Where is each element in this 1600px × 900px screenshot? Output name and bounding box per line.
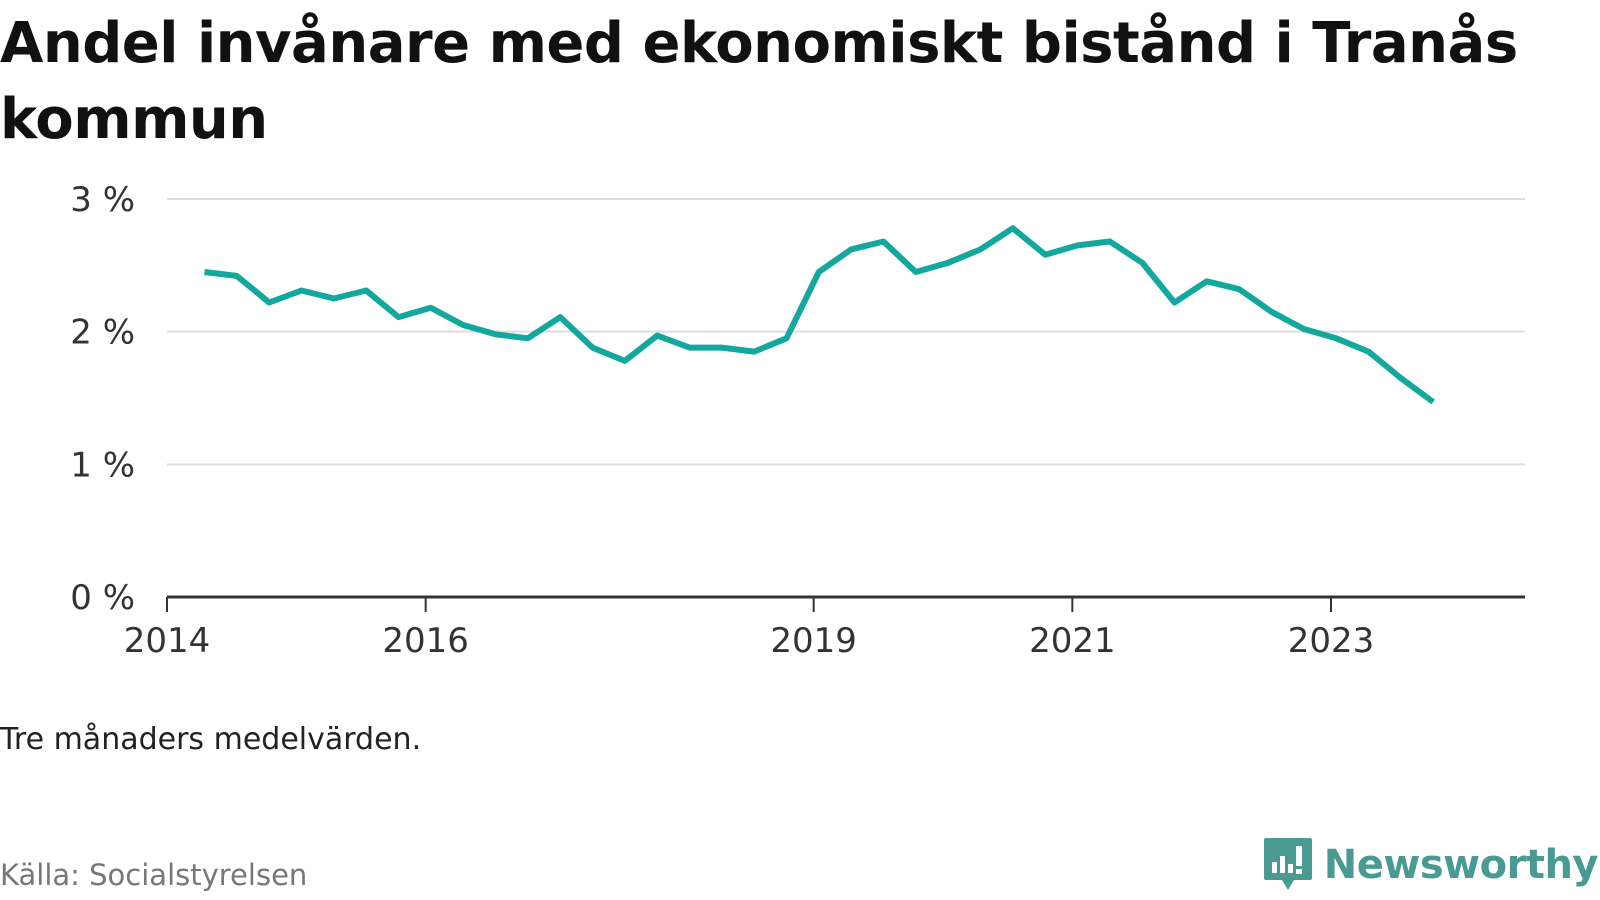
data-point[interactable] — [880, 238, 888, 246]
data-point[interactable] — [1171, 299, 1179, 307]
data-point[interactable] — [621, 357, 629, 365]
series-layer — [201, 224, 1437, 406]
line-chart: 0 % 1 % 2 % 3 % 2014 2016 2019 2021 2023 — [70, 180, 1525, 661]
x-tick-label: 2014 — [124, 621, 211, 661]
data-point[interactable] — [1429, 398, 1437, 406]
data-point[interactable] — [847, 245, 855, 253]
data-point[interactable] — [1365, 348, 1373, 356]
data-point[interactable] — [395, 313, 403, 321]
data-point[interactable] — [1268, 308, 1276, 316]
data-point[interactable] — [492, 330, 500, 338]
x-tick-label: 2019 — [770, 621, 857, 661]
y-tick-label: 1 % — [70, 445, 135, 485]
data-point[interactable] — [686, 344, 694, 352]
data-point[interactable] — [1074, 241, 1082, 249]
data-point[interactable] — [1203, 277, 1211, 285]
data-point[interactable] — [459, 321, 467, 329]
data-point[interactable] — [1106, 238, 1114, 246]
y-tick-label: 2 % — [70, 313, 135, 353]
data-point[interactable] — [265, 299, 273, 307]
data-point[interactable] — [298, 287, 306, 295]
data-point[interactable] — [977, 245, 985, 253]
data-point[interactable] — [427, 304, 435, 312]
data-point[interactable] — [1009, 224, 1017, 232]
source-label: Källa: Socialstyrelsen — [0, 858, 308, 892]
data-point[interactable] — [1300, 325, 1308, 333]
data-point[interactable] — [524, 334, 532, 342]
data-point[interactable] — [1041, 251, 1049, 259]
x-tick-label: 2021 — [1029, 621, 1116, 661]
data-point[interactable] — [750, 348, 758, 356]
data-point[interactable] — [1235, 285, 1243, 293]
brand-name: Newsworthy — [1323, 842, 1599, 888]
data-point[interactable] — [556, 313, 564, 321]
data-point[interactable] — [1332, 334, 1340, 342]
data-point[interactable] — [912, 268, 920, 276]
newsworthy-chart-icon — [1263, 838, 1312, 890]
data-point[interactable] — [783, 334, 791, 342]
x-tick-label: 2023 — [1288, 621, 1375, 661]
data-point[interactable] — [944, 259, 952, 267]
x-tick-label: 2016 — [382, 621, 469, 661]
data-point[interactable] — [589, 344, 597, 352]
brand-logo[interactable]: Newsworthy — [1262, 836, 1599, 894]
data-point[interactable] — [362, 287, 370, 295]
chart-note: Tre månaders medelvärden. — [0, 722, 422, 757]
y-tick-label: 3 % — [70, 180, 135, 220]
y-tick-label: 0 % — [70, 578, 135, 618]
data-point[interactable] — [1397, 374, 1405, 382]
data-point[interactable] — [653, 332, 661, 340]
x-axis: 2014 2016 2019 2021 2023 — [124, 595, 1525, 661]
data-point[interactable] — [1138, 259, 1146, 267]
series-line-0 — [204, 225, 1435, 405]
y-axis-labels: 0 % 1 % 2 % 3 % — [70, 180, 135, 618]
data-point[interactable] — [718, 344, 726, 352]
gridlines — [167, 198, 1525, 466]
data-point[interactable] — [330, 295, 338, 303]
data-point[interactable] — [201, 268, 209, 276]
data-point[interactable] — [815, 268, 823, 276]
chart-title: Andel invånare med ekonomiskt bistånd i … — [0, 11, 1518, 152]
data-point[interactable] — [233, 272, 241, 280]
